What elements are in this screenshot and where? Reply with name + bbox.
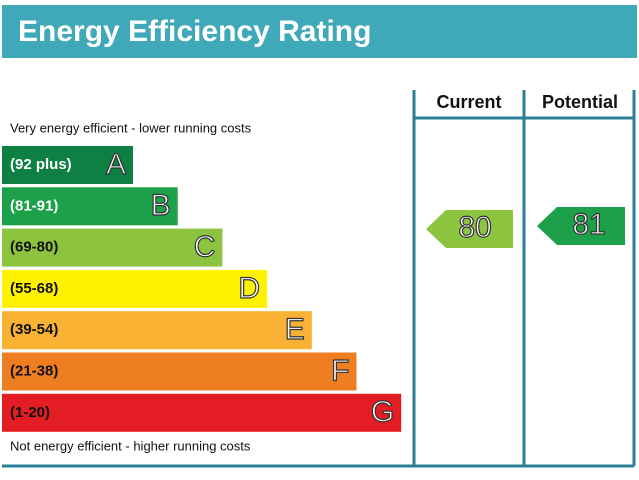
title: Energy Efficiency Rating xyxy=(18,15,371,48)
band xyxy=(2,393,402,432)
band-letter: C xyxy=(194,231,216,264)
current-rating: 80 xyxy=(458,211,491,244)
band-range: (92 plus) xyxy=(10,156,72,173)
bottom-note: Not energy efficient - higher running co… xyxy=(10,438,251,453)
band-letter: D xyxy=(238,272,260,305)
band xyxy=(2,269,268,308)
band xyxy=(2,228,223,267)
band-letter: B xyxy=(151,189,171,222)
band-letter: E xyxy=(285,313,305,346)
band xyxy=(2,146,133,184)
column-header: Potential xyxy=(542,92,618,112)
top-note: Very energy efficient - lower running co… xyxy=(10,120,252,135)
title-bar xyxy=(2,5,637,58)
potential-rating: 81 xyxy=(572,208,605,241)
band-range: (55-68) xyxy=(10,280,58,297)
band-letter: A xyxy=(106,148,126,181)
band-letter: G xyxy=(371,396,394,429)
band xyxy=(2,187,178,226)
band-range: (39-54) xyxy=(10,321,58,338)
potential-arrow xyxy=(537,207,625,245)
current-arrow xyxy=(426,210,513,248)
band-range: (81-91) xyxy=(10,197,58,214)
band-range: (1-20) xyxy=(10,404,50,421)
band-letter: F xyxy=(331,354,349,387)
band xyxy=(2,311,312,350)
band-range: (21-38) xyxy=(10,362,58,379)
band-range: (69-80) xyxy=(10,239,58,256)
band xyxy=(2,352,357,391)
column-header: Current xyxy=(436,92,501,112)
